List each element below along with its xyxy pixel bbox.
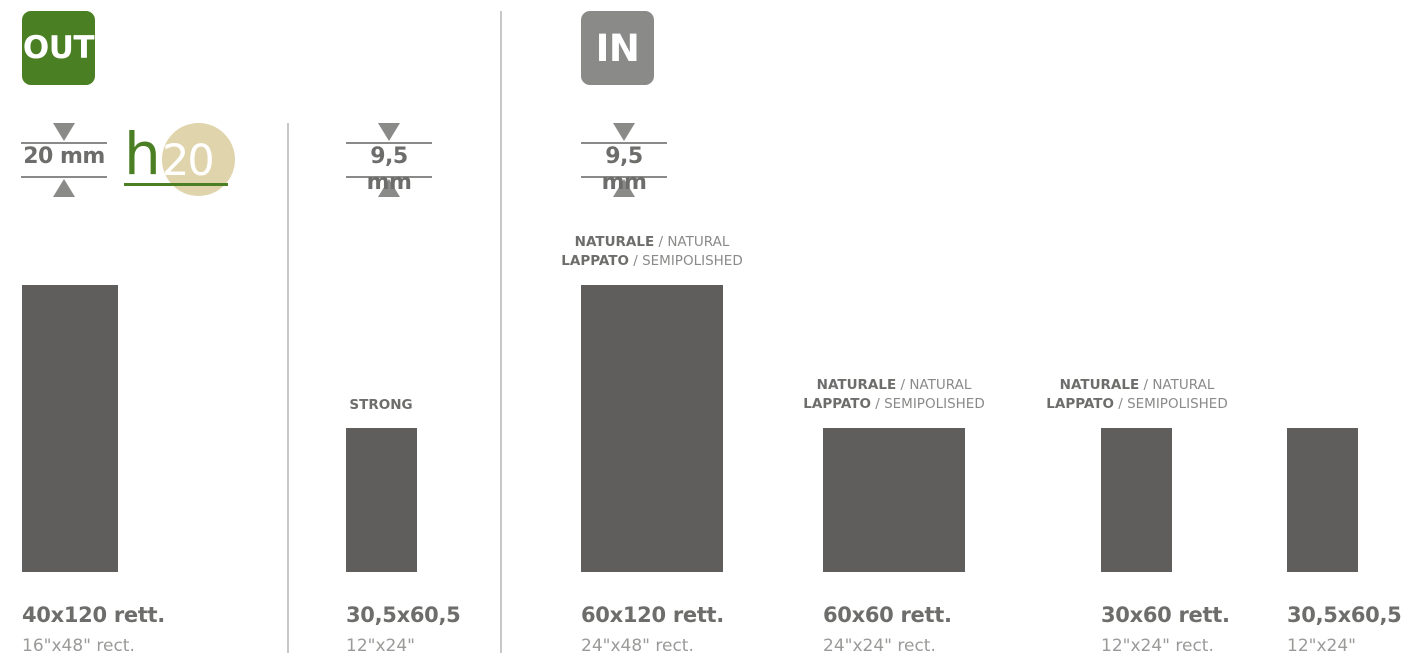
tile-imperial-label: 12"x24" bbox=[1287, 636, 1356, 656]
h20-logo-number: 20 bbox=[162, 136, 215, 186]
tile-imperial-label: 24"x24" rect. bbox=[823, 636, 936, 656]
tile-40x120 bbox=[22, 285, 118, 572]
divider-out-strong bbox=[287, 123, 289, 653]
tile-size-label: 30,5x60,5 bbox=[346, 603, 461, 627]
thickness-indicator-strong: 9,5 mm bbox=[346, 123, 432, 197]
tile-60x60 bbox=[823, 428, 965, 572]
finish-label-60x120: NATURALE / NATURAL LAPPATO / SEMIPOLISHE… bbox=[561, 234, 743, 269]
thickness-indicator-out: 20 mm bbox=[21, 123, 107, 197]
finish-label-strong: STRONG bbox=[349, 397, 413, 413]
finish-label-60x60: NATURALE / NATURAL LAPPATO / SEMIPOLISHE… bbox=[803, 377, 985, 412]
out-badge: OUT bbox=[22, 11, 95, 85]
tile-size-label: 30,5x60,5 bbox=[1287, 603, 1402, 627]
thickness-arrows-icon bbox=[581, 123, 667, 197]
thickness-indicator-in: 9,5 mm bbox=[581, 123, 667, 197]
tile-size-label: 60x120 rett. bbox=[581, 603, 724, 627]
thickness-arrows-icon bbox=[346, 123, 432, 197]
in-badge: IN bbox=[581, 11, 654, 85]
thickness-value: 9,5 mm bbox=[366, 144, 412, 195]
tile-size-label: 30x60 rett. bbox=[1101, 603, 1230, 627]
tile-imperial-label: 12"x24" rect. bbox=[1101, 636, 1214, 656]
divider-out-in bbox=[500, 11, 502, 653]
h20-logo: h 20 bbox=[124, 120, 235, 198]
tile-imperial-label: 16"x48" rect. bbox=[22, 636, 135, 656]
tile-60x120 bbox=[581, 285, 723, 572]
tile-imperial-label: 24"x48" rect. bbox=[581, 636, 694, 656]
tile-size-label: 40x120 rett. bbox=[22, 603, 165, 627]
tile-imperial-label: 12"x24" bbox=[346, 636, 415, 656]
tile-size-label: 60x60 rett. bbox=[823, 603, 952, 627]
tile-30-5x60-5 bbox=[1287, 428, 1358, 572]
thickness-value: 20 mm bbox=[23, 144, 105, 169]
h20-logo-letter: h bbox=[124, 120, 161, 188]
tile-30x60 bbox=[1101, 428, 1172, 572]
thickness-value: 9,5 mm bbox=[601, 144, 647, 195]
finish-label-30x60: NATURALE / NATURAL LAPPATO / SEMIPOLISHE… bbox=[1046, 377, 1228, 412]
h20-logo-underline bbox=[124, 183, 228, 186]
tile-30-5x60-5-strong bbox=[346, 428, 417, 572]
thickness-arrows-icon bbox=[21, 123, 107, 197]
